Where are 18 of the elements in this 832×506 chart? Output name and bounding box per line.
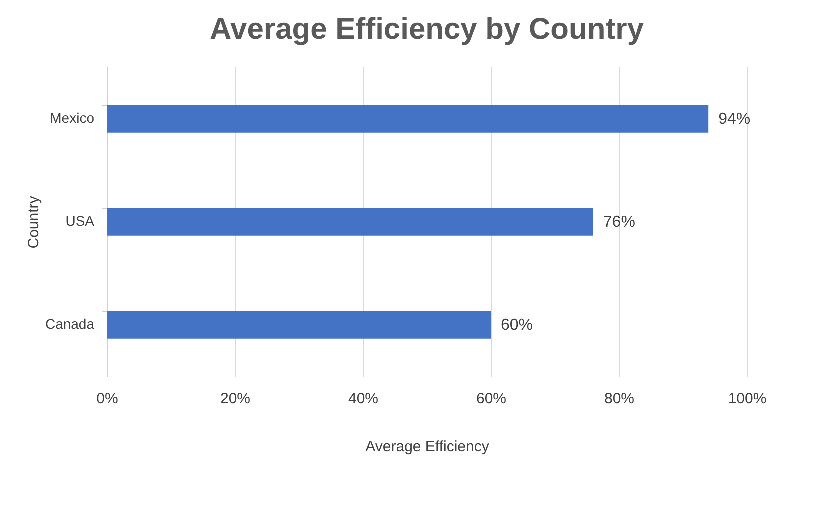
y-axis-title: Country xyxy=(25,196,42,249)
bar xyxy=(107,208,594,236)
x-tick-label: 100% xyxy=(728,390,767,408)
bar xyxy=(107,105,709,133)
x-tick-label: 80% xyxy=(604,390,635,408)
y-tick-label: USA xyxy=(66,213,96,229)
x-tick-label: 40% xyxy=(348,390,379,408)
y-tick-label: Mexico xyxy=(50,110,95,126)
data-label: 60% xyxy=(501,316,534,334)
bar xyxy=(107,311,491,339)
x-tick-label: 60% xyxy=(476,390,507,408)
x-tick-label: 0% xyxy=(96,390,118,408)
x-axis-title: Average Efficiency xyxy=(366,438,490,456)
data-label: 94% xyxy=(718,111,751,128)
chart-title: Average Efficiency by Country xyxy=(210,13,644,46)
y-tick-label: Canada xyxy=(45,316,95,332)
x-tick-label: 20% xyxy=(220,390,251,408)
data-label: 76% xyxy=(603,214,636,231)
